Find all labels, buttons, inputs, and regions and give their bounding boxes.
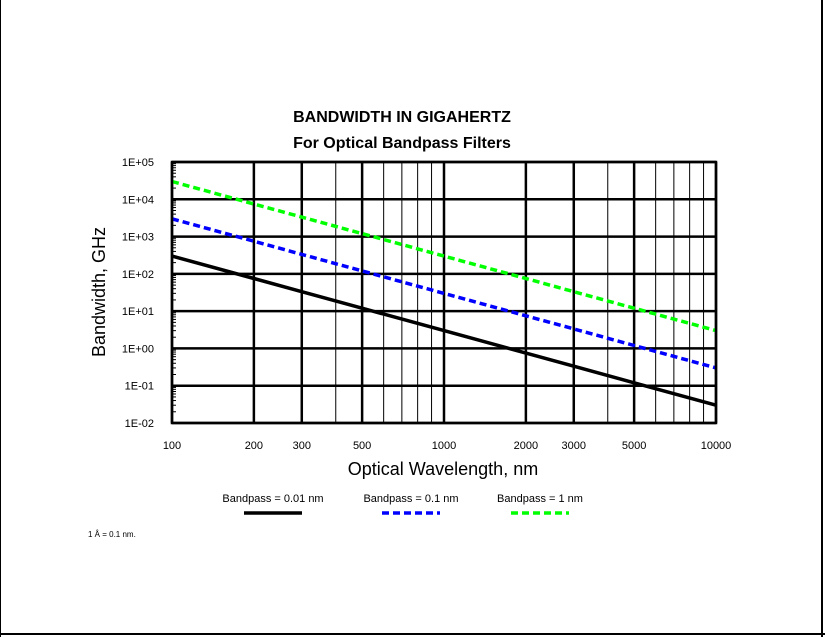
x-tick-label-1: 200 (245, 440, 263, 452)
y-axis-title: Bandwidth, GHz (89, 227, 109, 357)
x-tick-labels: 100 200 300 500 1000 2000 3000 5000 10000 (163, 440, 731, 452)
x-tick-label-2: 300 (293, 440, 311, 452)
y-tick-label-5: 1E+00 (122, 343, 154, 355)
unit-note: 1 Å = 0.1 nm. (88, 530, 136, 539)
series-line-0 (171, 254, 717, 407)
series-line-1 (171, 217, 717, 370)
y-tick-label-7: 1E-02 (125, 418, 154, 430)
x-axis-title: Optical Wavelength, nm (348, 459, 538, 479)
plot-frame (170, 160, 718, 425)
y-tick-label-3: 1E+02 (122, 269, 154, 281)
y-tick-label-6: 1E-01 (125, 381, 154, 393)
x-tick-label-5: 2000 (514, 440, 538, 452)
series-line-2 (171, 179, 717, 333)
legend: Bandpass = 0.01 nm Bandpass = 0.1 nm Bandp… (222, 493, 583, 515)
legend-label-1: Bandpass = 0.1 nm (363, 493, 458, 505)
x-tick-label-8: 10000 (701, 440, 732, 452)
y-tick-label-2: 1E+03 (122, 232, 154, 244)
chart-subtitle: For Optical Bandpass Filters (293, 135, 511, 152)
series-lines (171, 179, 717, 407)
x-tick-label-7: 5000 (622, 440, 646, 452)
x-tick-label-0: 100 (163, 440, 181, 452)
legend-label-2: Bandpass = 1 nm (497, 493, 583, 505)
legend-label-0: Bandpass = 0.01 nm (222, 493, 323, 505)
y-tick-label-1: 1E+04 (122, 194, 154, 206)
y-tick-labels: 1E+05 1E+04 1E+03 1E+02 1E+01 1E+00 1E-01 1E-02 (122, 157, 154, 430)
y-tick-label-4: 1E+01 (122, 306, 154, 318)
x-tick-label-3: 500 (353, 440, 371, 452)
plot-border (170, 160, 718, 425)
chart-title: BANDWIDTH IN GIGAHERTZ (293, 109, 511, 126)
x-tick-label-6: 3000 (562, 440, 586, 452)
x-tick-label-4: 1000 (432, 440, 456, 452)
y-tick-label-0: 1E+05 (122, 157, 154, 169)
